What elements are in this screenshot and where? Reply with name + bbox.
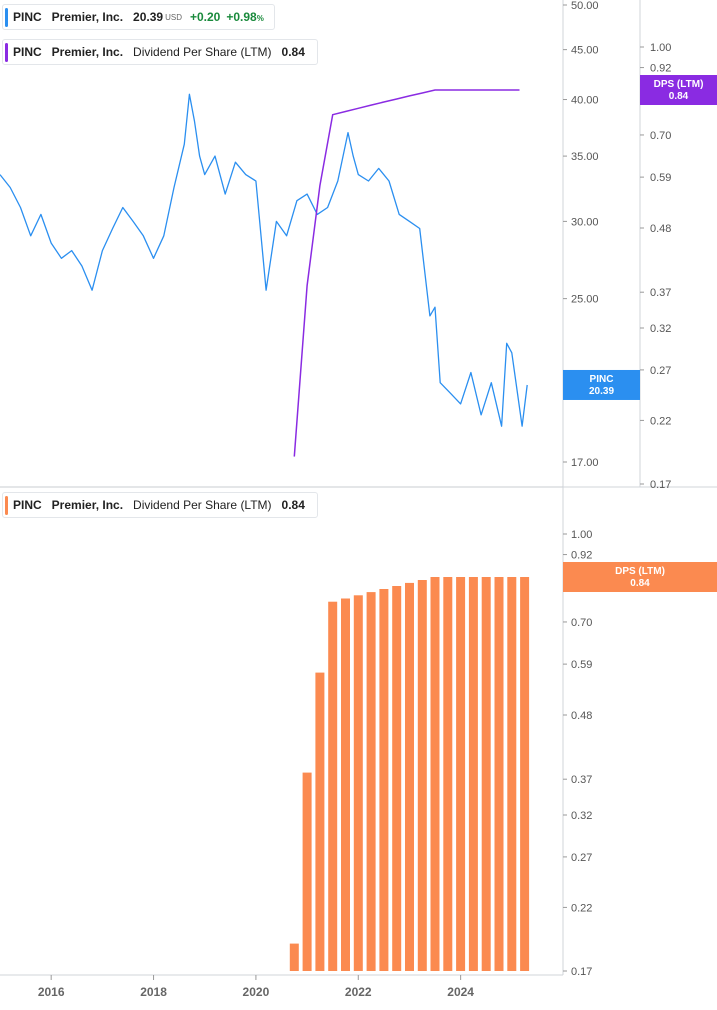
time-tick-label: 2018 <box>140 985 167 999</box>
last-price: 20.39 <box>133 10 164 24</box>
price-tick-label: 45.00 <box>571 45 599 57</box>
price-tag <box>563 369 640 400</box>
dps-tick-label-top: 0.37 <box>650 287 671 299</box>
dps-tag-bottom <box>563 561 717 592</box>
dps-tick-label-bottom: 0.22 <box>571 902 592 914</box>
price-tick-label: 25.00 <box>571 294 599 306</box>
dps-tag-bottom-label: DPS (LTM) <box>615 566 665 577</box>
dps-tag-bottom-value: 0.84 <box>630 578 650 589</box>
dps-line <box>293 89 520 457</box>
price-tick-label: 35.00 <box>571 151 599 163</box>
time-tick-label: 2020 <box>243 985 270 999</box>
dps-bar <box>456 577 466 971</box>
price-tag-label: PINC <box>590 374 614 385</box>
dps-tick-label-top: 0.92 <box>650 63 671 75</box>
dps-tag-top-label: DPS (LTM) <box>654 79 704 90</box>
dps-tick-label-bottom: 0.70 <box>571 617 592 629</box>
dps-bar <box>520 577 530 971</box>
price-tick-label: 30.00 <box>571 216 599 228</box>
dps-bar <box>481 577 491 971</box>
dps-bar <box>417 580 427 971</box>
dps-tick-label-bottom: 1.00 <box>571 529 592 541</box>
dps-bar <box>289 943 299 971</box>
dps-tick-label-bottom: 0.17 <box>571 966 592 978</box>
dps-tick-label-top: 0.27 <box>650 365 671 377</box>
dps-bar <box>405 582 414 971</box>
dps-tick-label-bottom: 0.27 <box>571 852 592 864</box>
price-line <box>0 93 528 427</box>
dps-tick-label-top: 0.59 <box>650 172 671 184</box>
company-name: Premier, Inc. <box>51 10 124 24</box>
time-tick-label: 2024 <box>447 985 474 999</box>
dps-company-name-top: Premier, Inc. <box>51 45 124 59</box>
price-legend[interactable]: PINC Premier, Inc. 20.39 USD +0.20 +0.98… <box>2 4 275 30</box>
dps-ticker-label-bottom: PINC <box>13 498 42 512</box>
percent-sign: % <box>256 14 264 23</box>
price-change-percent: +0.98% <box>226 10 264 24</box>
price-tag-value: 20.39 <box>589 386 614 397</box>
price-tick-label: 40.00 <box>571 95 599 107</box>
time-tick-label: 2022 <box>345 985 372 999</box>
price-tick-label: 17.00 <box>571 457 599 469</box>
dps-tick-label-top: 0.22 <box>650 415 671 427</box>
price-series-swatch <box>5 8 8 27</box>
dps-bar <box>353 595 363 971</box>
dps-value-top: 0.84 <box>281 45 305 59</box>
dps-bar <box>328 601 338 971</box>
dps-tick-label-top: 1.00 <box>650 42 671 54</box>
dps-bar <box>341 598 350 971</box>
price-change: +0.20 <box>189 10 221 24</box>
dps-legend-bottom[interactable]: PINC Premier, Inc. Dividend Per Share (L… <box>2 492 318 518</box>
dps-bar <box>366 592 376 971</box>
dps-bar <box>302 772 312 971</box>
dps-tick-label-bottom: 0.92 <box>571 550 592 562</box>
dps-tick-label-top: 0.70 <box>650 130 671 142</box>
dps-metric-label-bottom: Dividend Per Share (LTM) <box>133 498 272 512</box>
dps-metric-label-top: Dividend Per Share (LTM) <box>133 45 272 59</box>
price-tick-label: 50.00 <box>571 0 599 12</box>
dps-bar <box>430 577 440 971</box>
ticker-label: PINC <box>13 10 42 24</box>
currency-label: USD <box>165 12 182 22</box>
dps-bar <box>507 577 517 971</box>
dps-tick-label-top: 0.48 <box>650 223 671 235</box>
dps-bar <box>468 577 478 971</box>
dps-bar <box>392 586 402 971</box>
dps-bar <box>443 577 453 971</box>
dps-tag-top <box>640 74 717 105</box>
dps-tick-label-bottom: 0.48 <box>571 710 592 722</box>
dps-company-name-bottom: Premier, Inc. <box>51 498 124 512</box>
dps-tag-top-value: 0.84 <box>669 91 689 102</box>
dps-bar <box>494 577 504 971</box>
dps-tick-label-bottom: 0.32 <box>571 810 592 822</box>
dps-tick-label-bottom: 0.59 <box>571 659 592 671</box>
dps-value-bottom: 0.84 <box>281 498 305 512</box>
dps-tick-label-bottom: 0.37 <box>571 774 592 786</box>
dps-series-swatch-bottom <box>5 496 8 515</box>
dps-tick-label-top: 0.17 <box>650 479 671 491</box>
dps-series-swatch-top <box>5 43 8 62</box>
dps-legend-top[interactable]: PINC Premier, Inc. Dividend Per Share (L… <box>2 39 318 65</box>
dps-bar <box>315 672 325 971</box>
price-change-percent-value: +0.98 <box>226 10 257 24</box>
time-tick-label: 2016 <box>38 985 65 999</box>
dps-bar <box>379 589 389 971</box>
dps-ticker-label-top: PINC <box>13 45 42 59</box>
dps-tick-label-top: 0.32 <box>650 323 671 335</box>
